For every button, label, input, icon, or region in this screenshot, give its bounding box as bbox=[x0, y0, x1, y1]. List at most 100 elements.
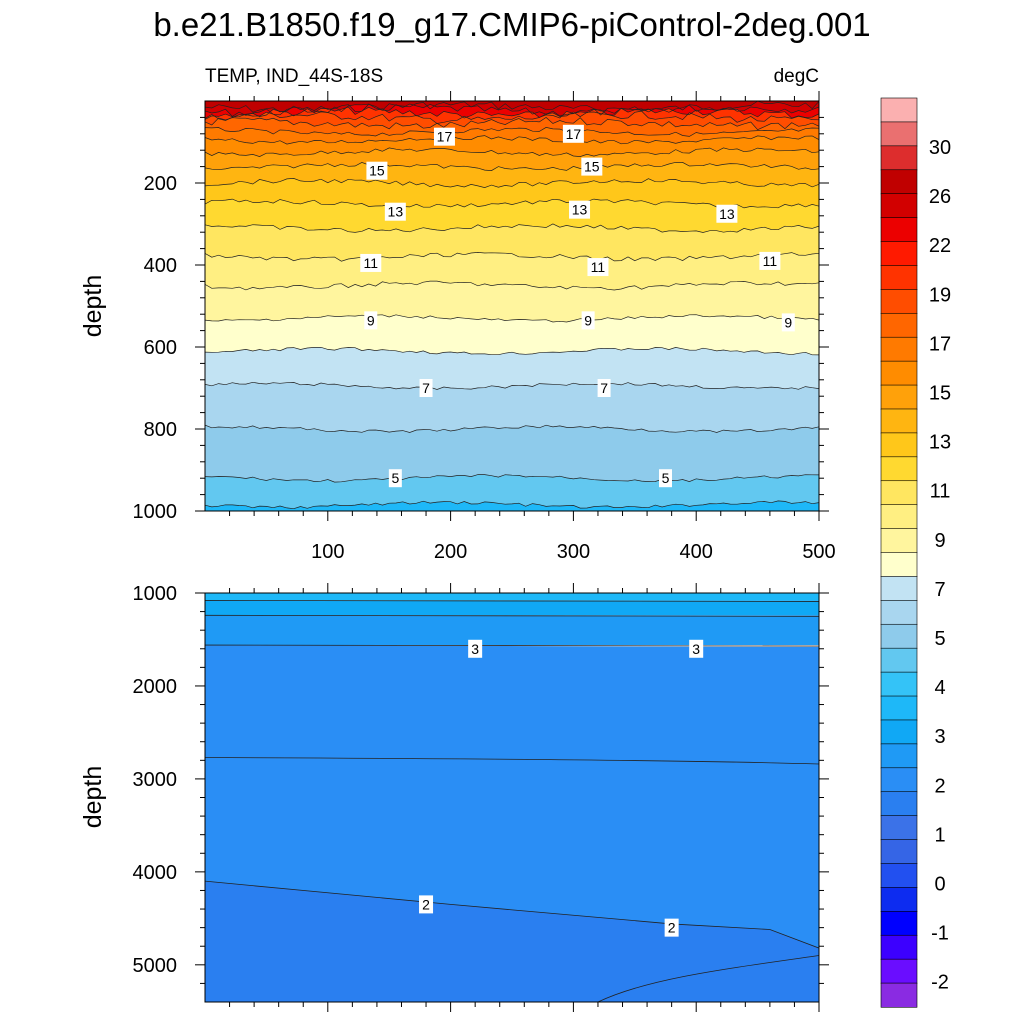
lower-panel: 3 3 2 2 1000 2000 3000 4000 5000 depth bbox=[79, 583, 829, 1012]
colorbar-label: 2 bbox=[934, 775, 945, 797]
colorbar-swatch bbox=[880, 480, 918, 506]
temperature-band bbox=[205, 593, 819, 601]
contour-label-box bbox=[364, 311, 378, 330]
colorbar-swatch bbox=[880, 528, 918, 554]
isotherm-line bbox=[205, 110, 819, 124]
colorbar-label: 9 bbox=[934, 530, 945, 552]
y-tick-label: 800 bbox=[144, 419, 177, 441]
contour-label: 17 bbox=[437, 129, 453, 145]
colorbar-label: 17 bbox=[929, 333, 951, 355]
colorbar-swatch bbox=[880, 360, 918, 386]
y-tick-label: 1000 bbox=[133, 501, 178, 523]
colorbar-swatch bbox=[880, 336, 918, 362]
colorbar-label: 5 bbox=[934, 628, 945, 650]
contour-label-box bbox=[716, 204, 738, 223]
x-tick-label: 400 bbox=[680, 541, 713, 563]
colorbar-swatch bbox=[880, 289, 918, 314]
upper-axis-ticks: 100 200 300 400 500 200 400 600 800 1000 bbox=[133, 91, 836, 563]
temperature-band bbox=[205, 881, 819, 1002]
contour-label: 2 bbox=[668, 920, 676, 936]
y-tick-label: 3000 bbox=[133, 769, 178, 791]
contour-label: 7 bbox=[422, 380, 430, 396]
contour-label-box bbox=[366, 161, 388, 180]
colorbar-swatch bbox=[880, 193, 918, 219]
colorbar-label: 15 bbox=[929, 383, 951, 405]
contour-label-box bbox=[433, 127, 455, 146]
isotherm-line bbox=[205, 178, 819, 188]
units-label: degC bbox=[774, 66, 819, 87]
isotherm-line bbox=[205, 314, 819, 323]
y-tick-label: 5000 bbox=[133, 955, 178, 977]
variable-label: TEMP, IND_44S-18S bbox=[205, 66, 383, 87]
colorbar-swatch bbox=[880, 695, 918, 721]
colorbar-swatch bbox=[880, 217, 918, 243]
isotherm-line bbox=[205, 381, 819, 390]
colorbar-swatch bbox=[880, 863, 918, 888]
colorbar-label: 30 bbox=[929, 137, 951, 159]
colorbar-swatch bbox=[880, 671, 918, 697]
x-tick-label: 500 bbox=[802, 541, 835, 563]
contour-label: 15 bbox=[369, 163, 385, 179]
y-tick-label: 400 bbox=[144, 255, 177, 277]
lower-contour-fill bbox=[205, 593, 819, 1002]
colorbar-swatch bbox=[880, 432, 918, 458]
colorbar-label: -2 bbox=[931, 972, 949, 994]
isotherm-line bbox=[205, 135, 819, 145]
y-tick-label: 2000 bbox=[133, 676, 178, 698]
contour-label: 9 bbox=[584, 312, 592, 328]
contour-label: 7 bbox=[600, 380, 608, 396]
isotherm-line bbox=[205, 600, 819, 602]
colorbar-swatch bbox=[880, 312, 918, 338]
colorbar-swatch bbox=[880, 121, 918, 147]
isotherm-line bbox=[205, 127, 819, 137]
contour-label-box bbox=[562, 124, 584, 143]
isotherm-line bbox=[205, 280, 819, 291]
temperature-band bbox=[205, 500, 819, 511]
colorbar-label: 1 bbox=[934, 824, 945, 846]
contour-label-box bbox=[659, 469, 672, 488]
contour-label-box bbox=[597, 379, 611, 397]
temperature-band bbox=[205, 615, 819, 646]
colorbar-swatch bbox=[880, 839, 918, 865]
contour-label: 2 bbox=[422, 896, 430, 912]
contour-label: 3 bbox=[471, 641, 479, 657]
contour-label-box bbox=[419, 895, 434, 914]
isotherm-line bbox=[205, 346, 819, 356]
colorbar-swatch bbox=[880, 408, 918, 434]
contour-label-box bbox=[384, 202, 406, 221]
colorbar-swatch bbox=[880, 241, 918, 267]
colorbar-label: 13 bbox=[929, 432, 951, 454]
x-tick-label: 300 bbox=[557, 541, 590, 563]
colorbar-swatch bbox=[880, 934, 918, 960]
contour-label: 5 bbox=[391, 470, 399, 486]
y-tick-label: 600 bbox=[144, 337, 177, 359]
x-tick-label: 200 bbox=[434, 541, 467, 563]
lower-ylabel: depth bbox=[79, 766, 107, 829]
contour-label: 3 bbox=[692, 641, 700, 657]
upper-contour-lines bbox=[205, 101, 819, 510]
upper-plot-frame bbox=[204, 100, 820, 512]
contour-label-box bbox=[468, 639, 483, 658]
contour-label-box bbox=[419, 379, 433, 397]
isotherm-line bbox=[205, 757, 819, 765]
y-tick-label: 4000 bbox=[133, 862, 178, 884]
colorbar-swatch bbox=[880, 743, 918, 769]
contour-label-box bbox=[587, 258, 609, 277]
colorbar-swatch bbox=[880, 169, 918, 195]
contour-label-box bbox=[759, 251, 781, 270]
colorbar-swatch bbox=[880, 982, 918, 1008]
isotherm-line bbox=[205, 252, 819, 262]
x-tick-label: 100 bbox=[311, 541, 344, 563]
colorbar-swatch bbox=[880, 504, 918, 530]
lower-axis-ticks: 1000 2000 3000 4000 5000 bbox=[133, 583, 829, 1012]
contour-label-box bbox=[781, 313, 795, 332]
contour-label: 13 bbox=[388, 204, 404, 220]
contour-label-box bbox=[664, 918, 679, 937]
colorbar-swatch bbox=[880, 576, 918, 601]
isotherm-line bbox=[205, 500, 819, 510]
colorbar-swatch bbox=[880, 815, 918, 841]
isotherm-line bbox=[205, 644, 819, 647]
colorbar-swatch bbox=[880, 384, 918, 410]
colorbar-swatch bbox=[880, 887, 918, 912]
